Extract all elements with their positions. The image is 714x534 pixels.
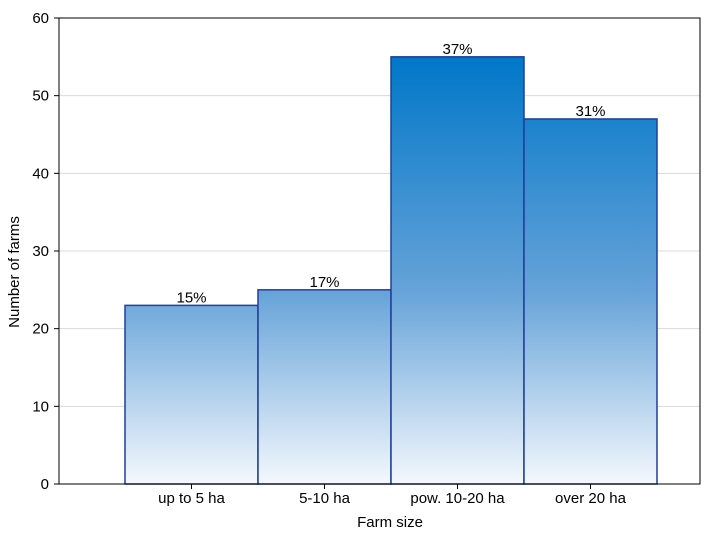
bars (124, 56, 658, 485)
y-tick-label: 20 (32, 321, 49, 338)
y-tick-label: 40 (32, 165, 49, 182)
x-axis-title: Farm size (357, 514, 423, 531)
bar-data-label: 17% (309, 274, 339, 291)
bar (257, 289, 392, 485)
bar-data-label: 31% (575, 103, 605, 120)
bar-data-label: 37% (442, 41, 472, 58)
x-tick-label: 5-10 ha (299, 490, 351, 507)
x-tick-label: pow. 10-20 ha (410, 490, 505, 507)
bar (523, 118, 658, 485)
y-axis-title: Number of farms (6, 216, 23, 328)
labels: 0 10 20 30 40 50 60 15% up to 5 ha 17% 5-10 ha 37% p… (32, 10, 626, 507)
y-tick-label: 60 (32, 10, 49, 27)
bar (124, 304, 259, 485)
x-tick-label: up to 5 ha (158, 490, 225, 507)
y-tick-label: 30 (32, 243, 49, 260)
bar (390, 56, 525, 485)
plot-frame (58, 17, 701, 485)
bar-data-label: 15% (176, 289, 206, 306)
x-tick-label: over 20 ha (555, 490, 627, 507)
axes (54, 17, 701, 489)
y-tick-label: 50 (32, 88, 49, 105)
y-tick-label: 10 (32, 398, 49, 415)
y-tick-label: 0 (41, 476, 49, 493)
